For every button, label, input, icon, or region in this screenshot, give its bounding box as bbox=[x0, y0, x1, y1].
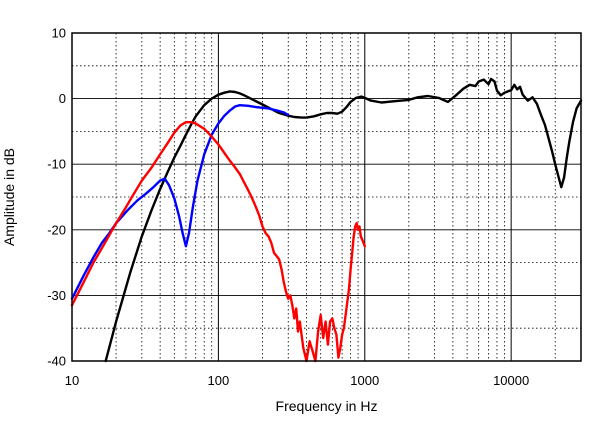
y-tick-label: 0 bbox=[59, 91, 66, 106]
y-tick-label: -40 bbox=[47, 354, 66, 369]
y-tick-label: -10 bbox=[47, 157, 66, 172]
x-tick-labels: 10 100 1000 10000 bbox=[65, 373, 529, 388]
x-tick-label: 10 bbox=[65, 373, 79, 388]
x-tick-label: 10000 bbox=[493, 373, 529, 388]
series-line-3 bbox=[70, 120, 366, 363]
y-tick-label: 10 bbox=[52, 26, 66, 41]
series-line-2 bbox=[70, 103, 290, 300]
x-tick-label: 1000 bbox=[350, 373, 379, 388]
y-axis-title: Amplitude in dB bbox=[1, 148, 17, 246]
minor-gridlines bbox=[72, 33, 582, 361]
x-tick-label: 100 bbox=[208, 373, 230, 388]
y-tick-label: -20 bbox=[47, 222, 66, 237]
plot-frame bbox=[71, 32, 582, 362]
x-axis-title: Frequency in Hz bbox=[276, 398, 378, 414]
data-series bbox=[70, 77, 583, 363]
y-tick-label: -30 bbox=[47, 288, 66, 303]
series-line-1 bbox=[104, 77, 583, 363]
y-tick-labels: 10 0 -10 -20 -30 -40 bbox=[47, 26, 66, 369]
